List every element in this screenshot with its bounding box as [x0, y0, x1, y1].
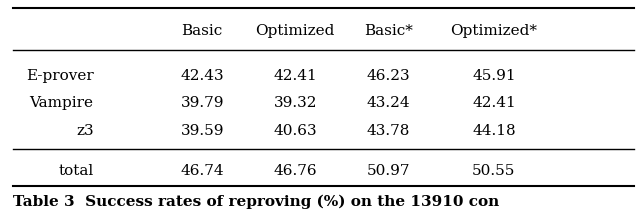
Text: 50.97: 50.97 [367, 164, 410, 178]
Text: 39.32: 39.32 [273, 96, 317, 110]
Text: 42.41: 42.41 [472, 96, 516, 110]
Text: 50.55: 50.55 [472, 164, 516, 178]
Text: Table 3  Success rates of reproving (%) on the 13910 con: Table 3 Success rates of reproving (%) o… [13, 195, 499, 209]
Text: 46.76: 46.76 [273, 164, 317, 178]
Text: 44.18: 44.18 [472, 124, 516, 138]
Text: 39.59: 39.59 [180, 124, 224, 138]
Text: Basic*: Basic* [364, 24, 413, 38]
Text: z3: z3 [76, 124, 93, 138]
Text: Vampire: Vampire [29, 96, 93, 110]
Text: Basic: Basic [182, 24, 223, 38]
Text: Optimized*: Optimized* [451, 24, 538, 38]
Text: 43.24: 43.24 [367, 96, 410, 110]
Text: 43.78: 43.78 [367, 124, 410, 138]
Text: 46.74: 46.74 [180, 164, 224, 178]
Text: 42.43: 42.43 [180, 69, 224, 83]
Text: 40.63: 40.63 [273, 124, 317, 138]
Text: 45.91: 45.91 [472, 69, 516, 83]
Text: Optimized: Optimized [255, 24, 335, 38]
Text: E-prover: E-prover [26, 69, 93, 83]
Text: 46.23: 46.23 [367, 69, 410, 83]
Text: 42.41: 42.41 [273, 69, 317, 83]
Text: total: total [58, 164, 93, 178]
Text: 39.79: 39.79 [180, 96, 224, 110]
